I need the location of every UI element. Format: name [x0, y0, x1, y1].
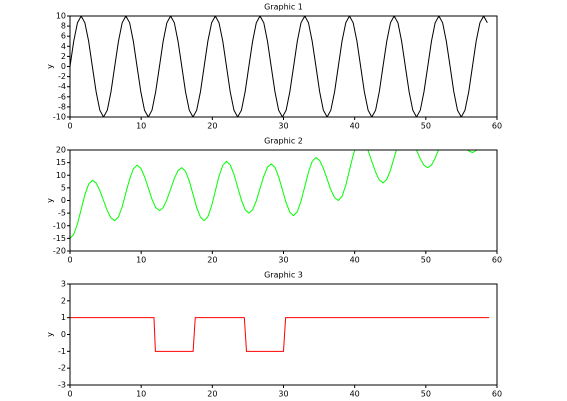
data-line	[70, 317, 490, 352]
x-tick-label: 20	[207, 122, 217, 131]
subplot: Graphic 2 y -20 -15 -10 -5 0 5 10 15 20 0 10 20 30 40 50…	[46, 137, 503, 265]
y-tick-label: 2	[61, 52, 66, 61]
y-tick-label: -3	[58, 381, 66, 390]
y-axis-label: y	[46, 332, 55, 337]
data-line	[70, 150, 478, 239]
y-tick-label: -20	[53, 247, 66, 256]
y-tick-label: 10	[56, 12, 66, 21]
y-tick-label: -5	[58, 209, 66, 218]
x-tick-label: 30	[278, 256, 288, 265]
x-tick-label: 50	[421, 256, 431, 265]
y-tick-label: 8	[61, 22, 66, 31]
x-tick-label: 50	[421, 390, 431, 399]
y-tick-label: -2	[58, 364, 66, 373]
x-tick-label: 60	[492, 122, 502, 131]
y-tick-label: -10	[53, 113, 66, 122]
y-tick-label: 0	[61, 196, 66, 205]
y-tick-label: 20	[56, 146, 66, 155]
x-tick-label: 60	[492, 256, 502, 265]
plot-frame	[69, 149, 498, 252]
x-tick-label: 20	[207, 390, 217, 399]
y-tick-label: 15	[56, 158, 66, 167]
x-tick-label: 20	[207, 256, 217, 265]
y-axis-label: y	[46, 198, 55, 203]
plot-frame	[69, 15, 498, 118]
y-tick-label: 0	[61, 330, 66, 339]
x-tick-label: 40	[350, 122, 360, 131]
y-tick-label: 0	[61, 62, 66, 71]
x-tick-label: 10	[136, 256, 146, 265]
y-tick-label: -6	[58, 92, 66, 101]
y-tick-label: 5	[61, 183, 66, 192]
y-tick-label: -4	[58, 82, 66, 91]
y-tick-label: -8	[58, 102, 66, 111]
y-tick-label: -10	[53, 221, 66, 230]
x-tick-label: 60	[492, 390, 502, 399]
x-tick-label: 10	[136, 122, 146, 131]
subplot-title: Graphic 2	[264, 137, 303, 146]
x-tick-label: 50	[421, 122, 431, 131]
y-tick-label: 2	[61, 296, 66, 305]
y-axis-label: y	[46, 64, 55, 69]
subplot-title: Graphic 3	[264, 271, 303, 280]
y-tick-label: 1	[61, 313, 66, 322]
y-tick-label: 10	[56, 171, 66, 180]
y-tick-label: -2	[58, 72, 66, 81]
y-tick-label: 6	[61, 32, 66, 41]
x-tick-label: 40	[350, 256, 360, 265]
x-tick-label: 10	[136, 390, 146, 399]
x-tick-label: 40	[350, 390, 360, 399]
x-tick-label: 30	[278, 122, 288, 131]
subplot-title: Graphic 1	[264, 3, 303, 12]
plot-frame	[69, 283, 498, 386]
x-tick-label: 0	[67, 256, 72, 265]
y-tick-label: -15	[53, 234, 66, 243]
x-tick-label: 0	[67, 122, 72, 131]
y-tick-label: -1	[58, 347, 66, 356]
y-tick-label: 4	[61, 42, 66, 51]
y-tick-label: 3	[61, 280, 66, 289]
data-line	[70, 16, 488, 117]
x-tick-label: 30	[278, 390, 288, 399]
x-tick-label: 0	[67, 390, 72, 399]
